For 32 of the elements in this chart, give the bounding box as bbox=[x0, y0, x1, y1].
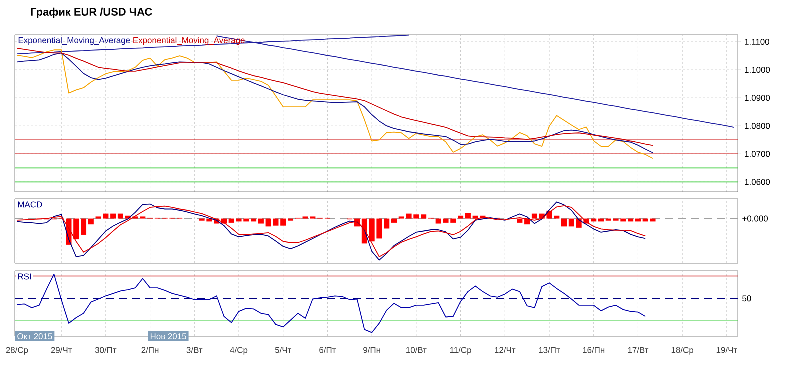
text: Exponential_Moving_Average bbox=[134, 37, 245, 46]
x-tick-label: 17/Вт bbox=[628, 347, 649, 354]
x-tick-label: 4/Ср bbox=[230, 347, 248, 355]
x-tick-label: 12/Чт bbox=[495, 347, 516, 354]
x-tick-label: 2/Пн bbox=[142, 347, 159, 354]
y-tick-label: 1.1100 bbox=[745, 39, 770, 45]
ref-line-label: +0.000 bbox=[742, 216, 768, 222]
x-tick-label: 16/Пн bbox=[583, 347, 605, 354]
x-tick-label: 3/Вт bbox=[186, 347, 203, 354]
x-tick-label: 10/Вт bbox=[406, 347, 427, 354]
x-tick-label: 13/Пт bbox=[539, 347, 560, 354]
x-tick-label: 6/Пт bbox=[320, 347, 336, 354]
y-tick-label: 1.0700 bbox=[745, 151, 770, 158]
x-tick-label: 28/Ср bbox=[6, 347, 28, 355]
text: 50 bbox=[742, 296, 752, 302]
chart-title: График EUR /USD ЧАС bbox=[31, 8, 152, 18]
x-tick-label: 18/Ср bbox=[672, 347, 694, 355]
x-tick-label: 11/Ср bbox=[450, 347, 472, 355]
x-tick-label: 19/Чт bbox=[716, 347, 738, 354]
y-tick-label: 1.0600 bbox=[745, 179, 770, 186]
chart-title: RSI bbox=[18, 274, 32, 280]
x-tick-label: 5/Чт bbox=[275, 347, 292, 354]
annotation: Нов 2015 bbox=[150, 334, 186, 340]
y-tick-label: 1.0800 bbox=[745, 123, 770, 130]
x-tick-label: 30/Пт bbox=[95, 347, 117, 354]
y-tick-label: 1.0900 bbox=[745, 95, 770, 102]
y-tick-label: 1.1000 bbox=[745, 67, 770, 74]
x-tick-label: 9/Пн bbox=[364, 347, 380, 354]
chart-title: MACD bbox=[18, 202, 42, 208]
x-tick-label: 29/Чт bbox=[51, 347, 72, 354]
annotation: Окт 2015 bbox=[18, 334, 52, 340]
series-label: Exponential_Moving_Average bbox=[18, 37, 130, 46]
